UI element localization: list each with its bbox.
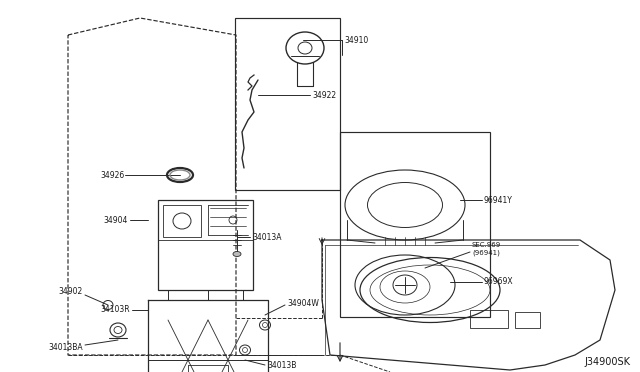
Text: 34922: 34922 xyxy=(312,90,336,99)
Text: 34013B: 34013B xyxy=(267,362,296,371)
Text: 34902: 34902 xyxy=(59,288,83,296)
Text: J34900SK: J34900SK xyxy=(584,357,630,367)
Bar xyxy=(340,132,490,317)
Text: 34926: 34926 xyxy=(100,170,125,180)
Text: 34013A: 34013A xyxy=(252,232,282,241)
Text: 96941Y: 96941Y xyxy=(484,196,513,205)
Text: 34904: 34904 xyxy=(104,215,128,224)
Bar xyxy=(163,205,201,237)
Text: 96969X: 96969X xyxy=(484,278,514,286)
Bar xyxy=(188,365,228,372)
Text: SEC.969
(96941): SEC.969 (96941) xyxy=(472,242,501,256)
Ellipse shape xyxy=(233,251,241,257)
Bar xyxy=(470,310,508,328)
Text: 34910: 34910 xyxy=(344,35,368,45)
Bar xyxy=(158,200,253,290)
Text: 34103R: 34103R xyxy=(100,305,130,314)
Bar xyxy=(235,18,340,190)
Text: 34904W: 34904W xyxy=(287,298,319,308)
Text: 34013BA: 34013BA xyxy=(49,343,83,353)
Bar xyxy=(515,312,540,328)
